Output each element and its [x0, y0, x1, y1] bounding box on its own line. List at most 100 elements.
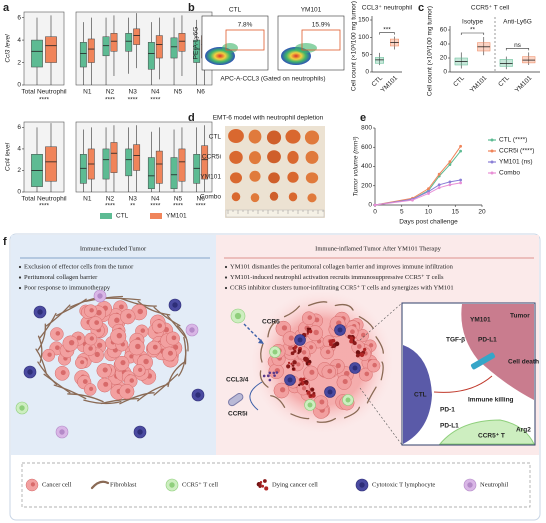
dying-cell-fragment	[293, 349, 297, 353]
cancer-nucleus	[167, 350, 173, 356]
dying-cell-fragment	[306, 390, 311, 395]
bullet	[224, 276, 228, 279]
dying-cell-fragment	[261, 484, 265, 488]
receptor	[470, 352, 496, 370]
tumor	[269, 191, 279, 201]
tumor	[250, 193, 260, 203]
arrow	[243, 323, 263, 343]
flow-density	[295, 43, 317, 53]
fibroblast	[290, 413, 310, 420]
x-tick-label: 15	[452, 209, 460, 216]
cancer-nucleus	[313, 329, 319, 336]
cancer-nucleus	[361, 332, 366, 338]
panel-label: e	[360, 112, 366, 124]
fibroblast	[183, 336, 187, 365]
y-axis-label: Tumor volume (mm³)	[353, 136, 360, 196]
y-tick-label: 4	[17, 37, 21, 44]
cancer-nucleus	[309, 345, 314, 350]
y-axis-label: Cell count (×10³/100 mg tumor)	[351, 1, 358, 91]
dying-cell-fragment	[304, 357, 309, 362]
x-tick-label: CTL	[452, 74, 466, 88]
y-axis-label: Ccl4 level	[5, 142, 12, 171]
ccr5-t-cell-nucleus	[272, 349, 278, 355]
series-line	[374, 182, 461, 206]
dying-cell-fragment	[292, 367, 295, 371]
x-tick-label: N6	[197, 89, 206, 96]
cancer-nucleus	[307, 315, 313, 320]
zoom-label: PD-L1	[478, 337, 497, 344]
dying-cell-fragment	[331, 346, 334, 349]
cancer-nucleus	[118, 304, 124, 310]
chemokine	[272, 371, 276, 375]
box	[133, 28, 141, 45]
y-tick-label: 60	[440, 27, 448, 34]
cancer-nucleus	[30, 482, 35, 487]
dying-cell-fragment	[307, 362, 311, 366]
ctl-nucleus	[172, 302, 178, 308]
dying-cell-fragment	[297, 349, 302, 353]
bullet	[18, 265, 22, 269]
diagram-label: CCR5i	[228, 411, 248, 418]
tumor	[229, 150, 243, 164]
y-axis-label: Cell count (×10³/100 mg tumor)	[427, 6, 434, 96]
x-tick-label: N2	[106, 89, 115, 96]
box	[201, 145, 209, 180]
zoom-line	[359, 302, 403, 446]
chemokine	[262, 374, 266, 378]
box	[79, 42, 87, 68]
chart-title: CCR5⁺ T cell	[471, 5, 510, 12]
cancer-nucleus	[288, 345, 293, 351]
box	[193, 154, 201, 184]
dying-cell-fragment	[306, 332, 309, 335]
chemokine	[273, 374, 276, 377]
data-point	[448, 160, 452, 164]
dying-cell-fragment	[290, 362, 293, 365]
plot-frame	[75, 11, 213, 86]
x-tick-label: N5	[174, 89, 183, 96]
flow-gate	[225, 29, 265, 51]
cancer-nucleus	[103, 381, 109, 387]
tumor	[307, 193, 317, 203]
bullet-text: CCR5 inhibitor clusters tumor-infiltrati…	[230, 284, 454, 291]
flow-gate	[301, 29, 341, 51]
y-tick-label: 800	[361, 125, 372, 132]
cancer-nucleus	[55, 345, 60, 351]
ctl-nucleus	[327, 389, 333, 395]
cancer-nucleus	[301, 350, 307, 355]
cancer-nucleus	[135, 343, 141, 350]
significance-star: ****	[150, 203, 161, 210]
ctl-nucleus	[37, 309, 43, 315]
fibroblast	[260, 343, 264, 363]
box	[147, 42, 155, 70]
data-point	[411, 198, 414, 202]
fibroblast	[39, 312, 57, 339]
arrowhead	[258, 339, 264, 344]
box	[375, 57, 384, 64]
legend-marker	[490, 171, 494, 175]
row-label: CCR5i	[202, 154, 221, 161]
ctl-nucleus	[337, 327, 343, 333]
cancer-nucleus	[288, 335, 294, 341]
ctl-nucleus	[137, 429, 143, 435]
ctl-nucleus	[352, 365, 358, 371]
dying-cell-fragment	[355, 353, 360, 358]
dying-cell-fragment	[297, 351, 300, 355]
box	[178, 33, 186, 52]
dying-cell-fragment	[363, 347, 367, 352]
legend-label: Combo	[499, 170, 520, 177]
data-point	[437, 172, 441, 176]
data-point	[448, 180, 452, 184]
cancer-nucleus	[68, 339, 75, 346]
cancer-nucleus	[279, 387, 286, 393]
significance-label: **	[470, 27, 476, 34]
bullet-text: YM101 dismantles the peritumoral collage…	[230, 263, 454, 270]
cancer-nucleus	[80, 360, 85, 365]
cancer-nucleus	[76, 335, 82, 341]
panel-label: a	[3, 2, 10, 14]
y-tick-label: 50	[362, 51, 370, 58]
bullet	[18, 286, 22, 290]
box	[87, 38, 95, 63]
dying-cell-fragment	[302, 332, 306, 336]
plot-frame	[75, 121, 213, 193]
box	[133, 144, 141, 171]
